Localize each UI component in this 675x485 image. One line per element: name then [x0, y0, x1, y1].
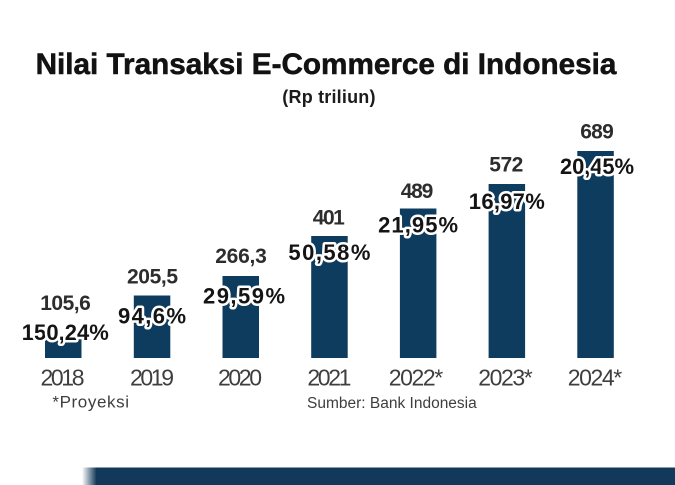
svg-text:21,95%: 21,95%	[378, 212, 458, 237]
svg-text:205,5: 205,5	[127, 266, 178, 289]
svg-text:Nilai Transaksi E-Commerce di: Nilai Transaksi E-Commerce di Indonesia	[36, 48, 617, 81]
svg-text:50,58%: 50,58%	[288, 240, 370, 265]
svg-text:2023*: 2023*	[478, 365, 533, 391]
svg-text:401: 401	[313, 207, 345, 230]
svg-text:16,97%: 16,97%	[469, 189, 545, 214]
svg-text:2021: 2021	[307, 365, 351, 391]
svg-text:2024*: 2024*	[568, 365, 623, 391]
svg-text:(Rp triliun): (Rp triliun)	[282, 87, 375, 107]
svg-text:105,6: 105,6	[40, 292, 91, 315]
svg-text:2019: 2019	[130, 365, 174, 391]
svg-text:689: 689	[580, 121, 614, 144]
svg-text:2018: 2018	[41, 365, 85, 391]
svg-text:94,6%: 94,6%	[118, 304, 186, 329]
svg-text:266,3: 266,3	[215, 245, 267, 268]
svg-text:*Proyeksi: *Proyeksi	[52, 393, 129, 412]
svg-text:29,59%: 29,59%	[203, 283, 285, 308]
svg-text:Sumber: Bank Indonesia: Sumber: Bank Indonesia	[307, 395, 477, 412]
svg-text:20,45%: 20,45%	[560, 154, 634, 179]
svg-text:2020: 2020	[218, 365, 262, 391]
svg-text:150,24%: 150,24%	[22, 320, 109, 345]
svg-text:572: 572	[489, 153, 523, 176]
svg-text:489: 489	[401, 180, 434, 203]
svg-text:2022*: 2022*	[389, 365, 444, 391]
